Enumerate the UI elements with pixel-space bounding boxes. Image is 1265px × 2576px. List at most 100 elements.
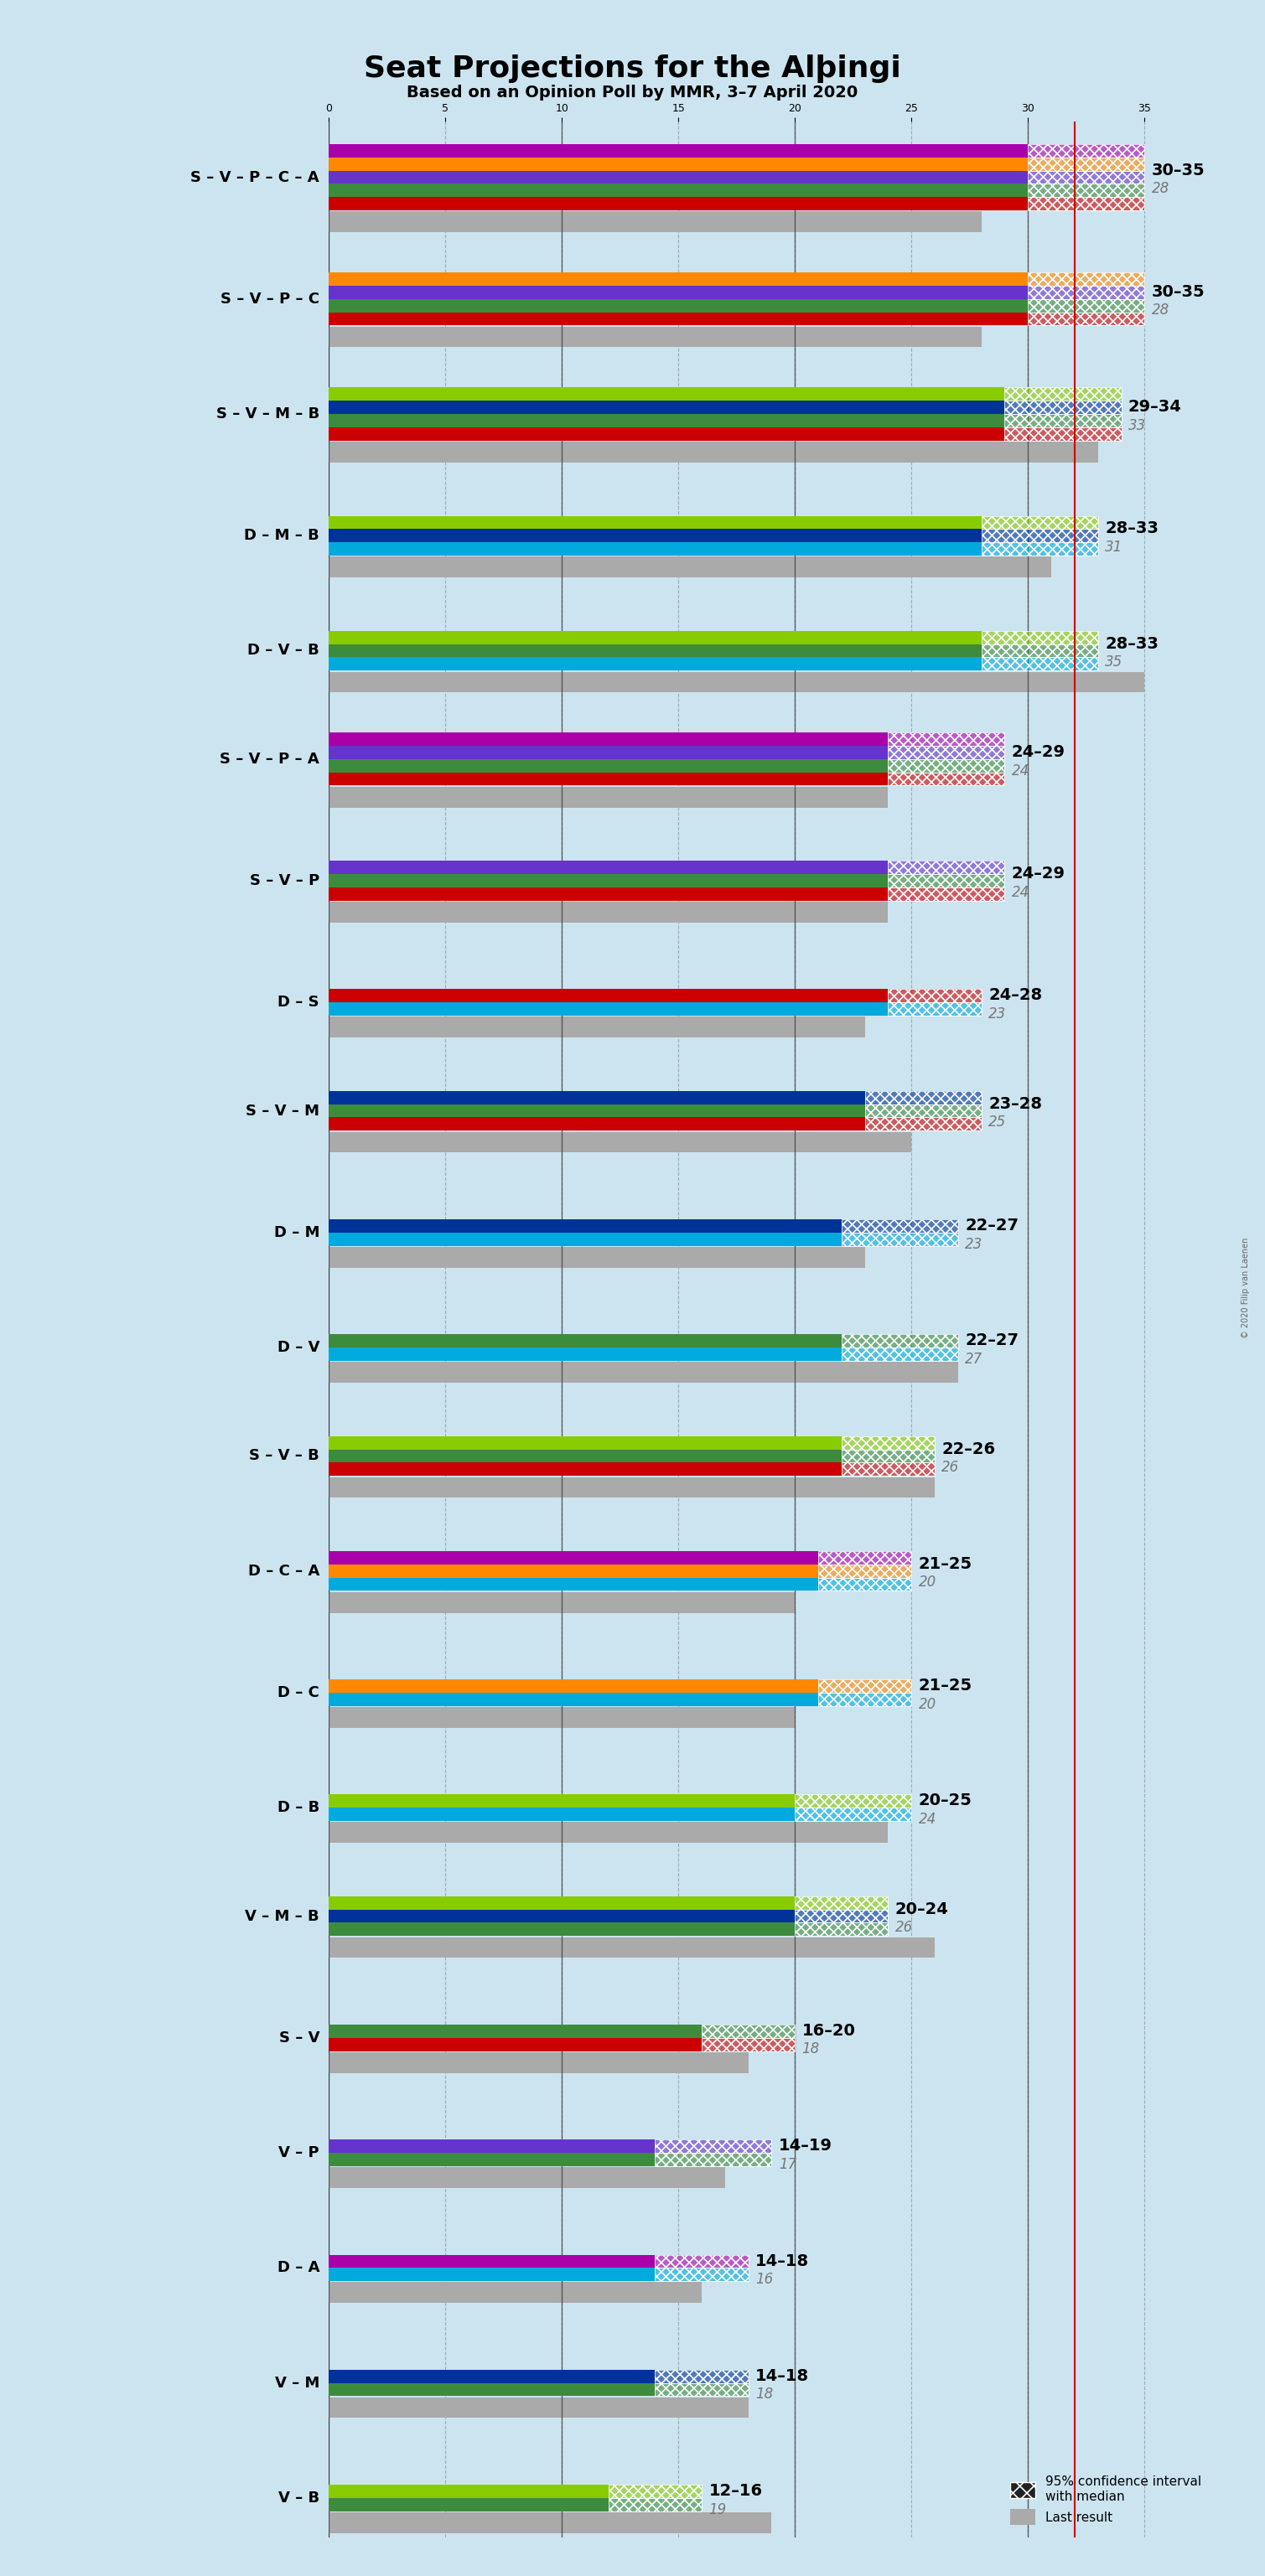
Text: 16: 16 [755, 2272, 773, 2287]
Bar [329, 544, 982, 556]
Bar [1028, 157, 1145, 170]
Bar [329, 1092, 865, 1105]
Bar [982, 657, 1098, 670]
Bar [1028, 170, 1145, 183]
Bar [329, 1795, 794, 1808]
Bar [888, 760, 1004, 773]
Bar [702, 2025, 794, 2038]
Bar [329, 760, 888, 773]
Text: Seat Projections for the Alþingi: Seat Projections for the Alþingi [364, 54, 901, 82]
Bar [865, 1092, 982, 1105]
Bar [608, 2499, 702, 2512]
Text: 24: 24 [918, 1811, 936, 1826]
Bar [888, 860, 1004, 873]
Bar [888, 1002, 982, 1015]
Bar [1028, 286, 1145, 299]
Bar [329, 2141, 655, 2154]
Bar [982, 515, 1098, 528]
Text: 24–29: 24–29 [1012, 744, 1065, 760]
Text: 12–16: 12–16 [708, 2483, 763, 2499]
Text: 22–27: 22–27 [965, 1332, 1018, 1350]
Bar [1028, 183, 1145, 198]
Bar [888, 773, 1004, 786]
Bar [329, 1018, 865, 1038]
Text: S – V – P – C – A: S – V – P – C – A [191, 170, 320, 185]
Text: S – V: S – V [278, 2030, 320, 2045]
Bar [329, 286, 1028, 299]
Bar [1028, 299, 1145, 312]
Text: 26: 26 [896, 1919, 913, 1935]
Text: 28: 28 [1151, 304, 1169, 317]
Bar [888, 760, 1004, 773]
Text: D – V: D – V [277, 1340, 320, 1355]
Bar [888, 873, 1004, 886]
Bar [982, 631, 1098, 644]
Bar [1028, 273, 1145, 286]
Bar [329, 1437, 841, 1450]
Bar [818, 1680, 912, 1692]
Text: 24–29: 24–29 [1012, 866, 1065, 881]
Bar [841, 1463, 935, 1476]
Bar [982, 544, 1098, 556]
Bar [982, 631, 1098, 644]
Bar [841, 1347, 958, 1360]
Bar [329, 1577, 818, 1592]
Text: D – S: D – S [278, 994, 320, 1010]
Bar [655, 2370, 749, 2383]
Bar [329, 886, 888, 902]
Bar [1004, 402, 1121, 415]
Bar [329, 657, 982, 670]
Bar [329, 1247, 865, 1267]
Bar [329, 299, 1028, 312]
Text: V – P: V – P [278, 2146, 320, 2161]
Bar [818, 1564, 912, 1577]
Bar [608, 2486, 702, 2499]
Bar [818, 1564, 912, 1577]
Bar [1004, 428, 1121, 440]
Bar [818, 1692, 912, 1705]
Text: D – C: D – C [277, 1685, 320, 1700]
Bar [1028, 312, 1145, 325]
Bar [888, 989, 982, 1002]
Text: S – V – M: S – V – M [245, 1103, 320, 1118]
Text: S – V – P – A: S – V – P – A [220, 752, 320, 768]
Bar [702, 2038, 794, 2050]
Bar [329, 644, 982, 657]
Bar [329, 1692, 818, 1705]
Text: 14–18: 14–18 [755, 2254, 810, 2269]
Bar [329, 556, 1051, 577]
Bar [888, 873, 1004, 886]
Bar [888, 747, 1004, 760]
Bar [888, 886, 1004, 902]
Bar [982, 657, 1098, 670]
Text: 24–28: 24–28 [988, 987, 1042, 1005]
Bar [329, 1551, 818, 1564]
Bar [329, 773, 888, 786]
Bar [818, 1577, 912, 1592]
Bar [329, 1592, 794, 1613]
Bar [329, 1231, 841, 1247]
Bar [865, 1118, 982, 1131]
Bar [1028, 286, 1145, 299]
Bar [865, 1092, 982, 1105]
Text: 17: 17 [779, 2156, 797, 2172]
Text: S – V – P: S – V – P [249, 873, 320, 889]
Bar [1004, 386, 1121, 402]
Bar [329, 2398, 749, 2419]
Text: 30–35: 30–35 [1151, 162, 1204, 178]
Bar [329, 2038, 702, 2050]
Bar [329, 327, 982, 348]
Bar [1004, 415, 1121, 428]
Text: V – M – B: V – M – B [245, 1909, 320, 1924]
Text: 29–34: 29–34 [1128, 399, 1182, 415]
Bar [329, 515, 982, 528]
Bar [655, 2383, 749, 2396]
Bar [329, 2282, 702, 2303]
Bar [818, 1551, 912, 1564]
Bar [1028, 198, 1145, 211]
Bar [329, 1450, 841, 1463]
Bar [982, 515, 1098, 528]
Bar [1004, 402, 1121, 415]
Text: 26: 26 [941, 1461, 960, 1476]
Bar [841, 1463, 935, 1476]
